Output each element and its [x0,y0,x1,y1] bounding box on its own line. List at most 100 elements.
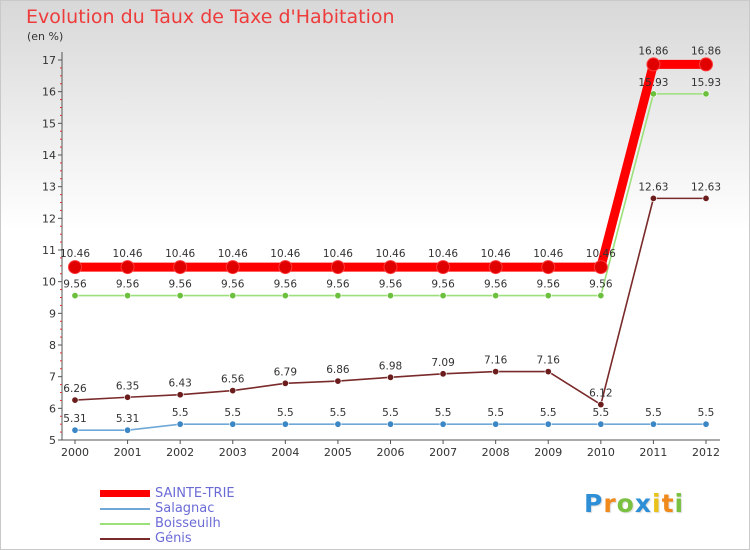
data-label: 10.46 [428,248,458,260]
data-label: 5.5 [277,407,294,419]
data-label: 5.31 [63,413,86,425]
legend-label-genis: Génis [155,531,192,546]
data-label: 15.93 [691,77,721,89]
data-point [386,420,394,428]
data-point [702,420,710,428]
data-point [439,420,447,428]
data-label: 12.63 [691,181,721,193]
data-point [702,90,710,98]
data-point [281,379,289,387]
logo-letter: i [674,489,685,518]
data-label: 10.46 [323,248,353,260]
data-point [541,260,556,275]
data-point [702,194,710,202]
x-tick-label: 2006 [377,446,405,459]
data-point [124,426,132,434]
x-tick-label: 2010 [587,446,615,459]
chart-plot-area: 10.46 10.46 10.46 10.46 10.46 10.46 10.46 10.46… [60,45,721,434]
data-point [120,260,135,275]
data-label: 16.86 [638,45,668,57]
y-tick-label: 6 [49,402,56,415]
data-point [281,420,289,428]
data-label: 5.5 [435,407,452,419]
series-line [70,59,711,272]
x-tick-label: 2012 [692,446,720,459]
data-label: 7.16 [537,355,561,367]
logo-letter: x [634,489,652,518]
chart-subtitle: (en %) [27,30,64,43]
data-point [176,420,184,428]
data-label: 5.5 [487,407,504,419]
y-tick-label: 14 [42,149,56,162]
y-tick-label: 9 [49,307,56,320]
data-label: 15.93 [638,77,668,89]
data-point [281,292,289,300]
data-label: 5.5 [540,407,557,419]
logo-letter: i [652,489,662,518]
y-tick-label: 17 [42,54,56,67]
data-point [544,420,552,428]
legend-swatch-salagnac [100,508,150,510]
data-label: 5.5 [330,407,347,419]
data-point [544,368,552,376]
data-label: 9.56 [326,279,350,291]
data-label: 5.5 [592,407,609,419]
data-label: 16.86 [691,45,721,57]
legend-label-sainte-trie: SAINTE-TRIE [155,486,235,501]
data-point [334,420,342,428]
data-label: 6.56 [221,374,245,386]
data-point [597,292,605,300]
legend-label-boisseuilh: Boisseuilh [155,516,221,531]
data-point [124,393,132,401]
y-tick-label: 10 [42,276,56,289]
chart-axes: 5 6 7 8 9 10 11 12 13 14 15 16 17 2000 2001 2002 2003 200… [42,52,720,459]
legend-swatch-sainte-trie [100,490,150,497]
chart-title: Evolution du Taux de Taxe d'Habitation [26,6,395,28]
data-label: 9.56 [431,279,455,291]
data-label: 6.79 [274,366,297,378]
data-label: 9.56 [537,279,561,291]
logo-letter: t [661,489,675,518]
data-label: 9.56 [589,279,613,291]
data-label: 10.46 [270,248,300,260]
data-point [386,292,394,300]
data-label: 9.56 [168,279,192,291]
data-label: 10.46 [218,248,248,260]
data-point [649,194,657,202]
data-point [593,260,608,275]
data-point [646,57,661,72]
y-tick-label: 7 [49,371,56,384]
data-point [68,260,82,275]
data-label: 5.31 [116,413,139,425]
data-point [597,401,605,409]
x-tick-label: 2001 [114,446,142,459]
data-point [71,292,79,300]
x-tick-label: 2011 [639,446,667,459]
proxiti-logo: Proxiti [584,489,684,518]
data-label: 7.09 [431,357,454,369]
x-tick-label: 2002 [166,446,194,459]
data-label: 9.56 [484,279,508,291]
data-label: 10.46 [481,248,511,260]
data-label: 9.56 [116,279,140,291]
logo-letter: P [584,489,604,518]
x-tick-label: 2004 [271,446,299,459]
data-label: 6.43 [168,378,191,390]
data-label: 9.56 [379,279,403,291]
data-point [386,373,394,381]
y-tick-label: 5 [49,434,56,447]
data-label: 10.46 [60,248,90,260]
data-point [597,420,605,428]
data-label: 10.46 [113,248,143,260]
data-point [334,377,342,385]
data-label: 5.5 [224,407,241,419]
data-point [492,292,500,300]
data-label: 6.86 [326,364,350,376]
data-point [71,396,79,404]
x-tick-label: 2009 [534,446,562,459]
data-label: 10.46 [533,248,563,260]
x-tick-label: 2003 [219,446,247,459]
y-tick-label: 13 [42,181,56,194]
data-label: 9.56 [221,279,245,291]
